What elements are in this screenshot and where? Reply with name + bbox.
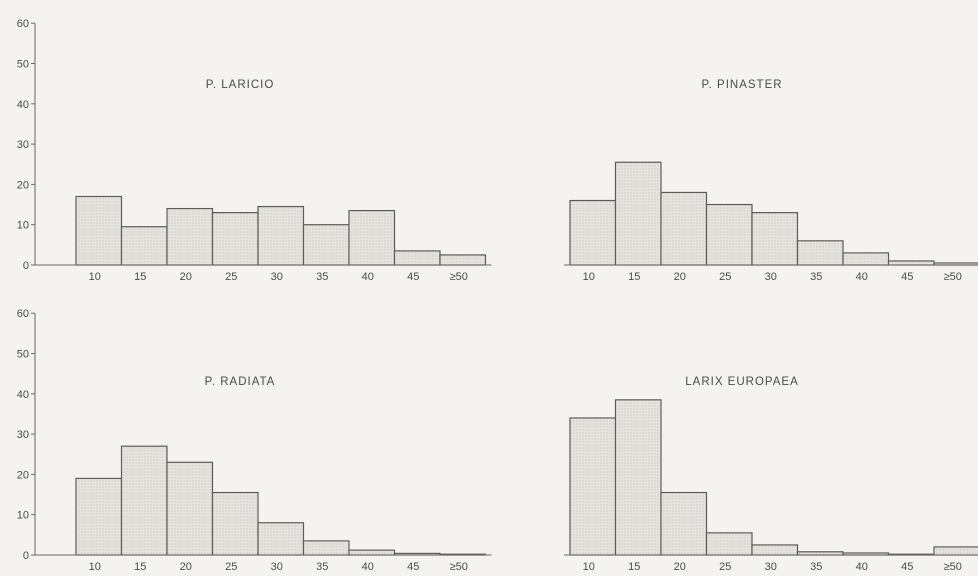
panel-y-axis: 0 10 20 30 40 50 60	[17, 308, 36, 562]
x-tick-label: 15	[134, 561, 146, 573]
panel-title: P. RADIATA	[205, 376, 276, 388]
y-tick-label: 60	[17, 308, 29, 320]
bar	[302, 224, 350, 266]
x-tick-label: ≥50	[450, 561, 468, 573]
bar	[75, 195, 123, 266]
bar	[393, 250, 441, 266]
x-tick-label: 45	[407, 271, 419, 283]
bar	[166, 207, 214, 266]
bar	[569, 199, 617, 266]
panel-p-laricio: P. LARICIO 10 15 20 25 30 35 40 45 ≥50 0 10 20 30 40…	[17, 18, 492, 283]
bar	[660, 191, 708, 266]
panel-y-axis: 0 10 20 30 40 50 60	[17, 18, 36, 272]
bar	[842, 252, 890, 266]
y-tick-label: 40	[17, 389, 29, 401]
x-tick-label: 40	[856, 271, 868, 283]
x-tick-label: 35	[316, 271, 328, 283]
x-tick-label: 10	[89, 271, 101, 283]
x-tick-label: 15	[628, 271, 640, 283]
panel-p-radiata: P. RADIATA 10 15 20 25 30 35 40 45 ≥50 0 10 20 30 40…	[17, 308, 492, 573]
x-tick-label: 45	[901, 561, 913, 573]
x-tick-label: 10	[583, 271, 595, 283]
x-tick-label: 25	[225, 561, 237, 573]
panel-larix-europaea: LARIX EUROPAEA 10 15 20 25 30 35 40 45 ≥50	[564, 376, 978, 573]
x-tick-label: 15	[134, 271, 146, 283]
y-tick-label: 0	[23, 550, 29, 562]
y-tick-label: 30	[17, 139, 29, 151]
panel-bars	[75, 445, 487, 556]
y-tick-label: 60	[17, 18, 29, 30]
x-tick-label: 20	[180, 271, 192, 283]
x-tick-label: 20	[180, 561, 192, 573]
y-tick-label: 40	[17, 99, 29, 111]
x-tick-label: 45	[407, 561, 419, 573]
x-tick-label: 30	[765, 271, 777, 283]
x-tick-label: 35	[316, 561, 328, 573]
bar	[166, 461, 214, 556]
bar	[751, 212, 799, 266]
x-tick-label: ≥50	[450, 271, 468, 283]
x-tick-label: 45	[901, 271, 913, 283]
bar	[348, 209, 396, 266]
y-tick-label: 50	[17, 59, 29, 71]
bar	[348, 549, 396, 556]
x-tick-label: 35	[810, 271, 822, 283]
x-tick-label: 30	[271, 561, 283, 573]
x-tick-label: 30	[271, 271, 283, 283]
x-tick-label: 40	[362, 561, 374, 573]
panel-bars	[75, 195, 487, 266]
panel-x-axis: 10 15 20 25 30 35 40 45 ≥50	[35, 554, 492, 573]
y-tick-label: 30	[17, 429, 29, 441]
x-tick-label: 35	[810, 561, 822, 573]
panel-title: P. LARICIO	[206, 79, 275, 91]
bar	[705, 203, 753, 266]
bar	[887, 260, 935, 266]
y-tick-label: 50	[17, 349, 29, 361]
y-tick-label: 20	[17, 469, 29, 481]
panel-x-axis: 10 15 20 25 30 35 40 45 ≥50	[35, 264, 492, 283]
bar	[569, 417, 617, 556]
x-tick-label: 25	[719, 561, 731, 573]
y-tick-label: 20	[17, 179, 29, 191]
bar	[751, 544, 799, 556]
x-tick-label: 15	[628, 561, 640, 573]
bar	[705, 532, 753, 556]
x-tick-label: 10	[89, 561, 101, 573]
bar	[257, 205, 305, 266]
panel-title: P. PINASTER	[701, 79, 782, 91]
bar	[614, 399, 662, 556]
x-tick-label: 25	[719, 271, 731, 283]
bar	[660, 491, 708, 556]
bar	[211, 491, 259, 556]
bar	[257, 522, 305, 556]
x-tick-label: ≥50	[944, 271, 962, 283]
bar	[75, 477, 123, 556]
bar	[211, 212, 259, 266]
panel-p-pinaster: P. PINASTER 10 15 20 25 30 35 40 45 ≥50	[564, 79, 978, 283]
panel-bars	[569, 399, 978, 556]
bar	[439, 254, 487, 266]
panel-title: LARIX EUROPAEA	[685, 376, 799, 388]
y-tick-label: 10	[17, 510, 29, 522]
x-tick-label: 10	[583, 561, 595, 573]
bar	[302, 540, 350, 556]
x-tick-label: 20	[674, 561, 686, 573]
panel-x-axis: 10 15 20 25 30 35 40 45 ≥50	[564, 264, 978, 283]
x-tick-label: 30	[765, 561, 777, 573]
y-tick-label: 10	[17, 220, 29, 232]
bar	[120, 226, 168, 266]
x-tick-label: 40	[856, 561, 868, 573]
x-tick-label: 25	[225, 271, 237, 283]
x-tick-label: 40	[362, 271, 374, 283]
panel-bars	[569, 161, 978, 266]
bar	[120, 445, 168, 556]
bar	[933, 546, 978, 556]
bar	[614, 161, 662, 266]
x-tick-label: ≥50	[944, 561, 962, 573]
bar	[796, 240, 844, 266]
panel-x-axis: 10 15 20 25 30 35 40 45 ≥50	[564, 554, 978, 573]
x-tick-label: 20	[674, 271, 686, 283]
y-tick-label: 0	[23, 260, 29, 272]
